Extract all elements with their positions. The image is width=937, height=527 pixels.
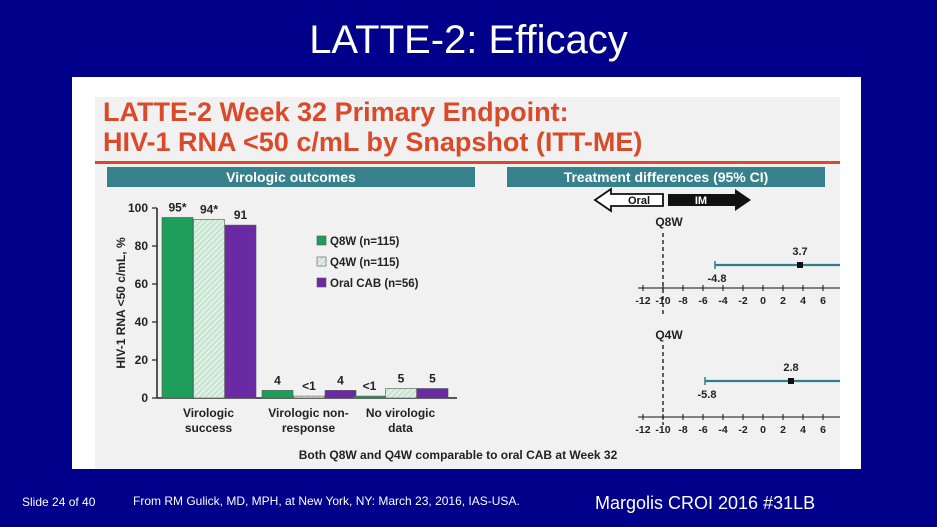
oral-direction-arrow [593, 187, 664, 213]
bottom-note: Both Q8W and Q4W comparable to oral CAB … [299, 448, 618, 462]
bar [385, 388, 417, 399]
q8w-x-tick-label: 0 [760, 295, 766, 307]
bar [353, 395, 386, 399]
bar-value-label: 5 [429, 372, 436, 386]
bar [224, 224, 257, 399]
bar [193, 219, 225, 399]
q8w-x-tick-label: -10 [655, 295, 670, 307]
legend-swatch [316, 277, 327, 288]
legend-label: Oral CAB (n=56) [330, 278, 419, 290]
bar-y-tick-label: 80 [135, 239, 149, 253]
q8w-x-tick-label: -12 [635, 295, 650, 307]
im-direction-arrow [668, 189, 751, 211]
bar-value-label: 94* [200, 202, 218, 216]
bar-value-label: <1 [363, 379, 377, 393]
q4w-x-tick-label: -4 [718, 424, 727, 436]
panel-title-line1: LATTE-2 Week 32 Primary Endpoint: [103, 97, 569, 127]
bar-y-tick-label: 100 [128, 201, 148, 215]
q8w-ci-low-label: -4.8 [708, 273, 727, 285]
bar-category-label: Virologic non- [268, 406, 348, 420]
bar [416, 388, 449, 399]
bar-category-label: No virologic [366, 406, 436, 420]
figure-inner: LATTE-2 Week 32 Primary Endpoint: HIV-1 … [95, 97, 840, 469]
bar-category-label: response [282, 421, 336, 435]
q8w-x-tick-label: 6 [820, 295, 826, 307]
im-direction-label: IM [695, 195, 707, 207]
q8w-point-estimate [797, 262, 803, 268]
bar-value-label: <1 [302, 379, 316, 393]
bar-y-tick-label: 20 [135, 353, 149, 367]
q4w-x-tick-label: -6 [698, 424, 707, 436]
bar-category-label: Virologic [183, 406, 234, 420]
q8w-x-tick-label: -2 [738, 295, 747, 307]
bar [324, 390, 357, 399]
q4w-x-tick-label: -2 [738, 424, 747, 436]
bar-y-axis-label: HIV-1 RNA <50 c/mL, % [114, 237, 128, 369]
citation: Margolis CROI 2016 #31LB [595, 493, 816, 513]
bar [261, 390, 294, 399]
bar [293, 395, 325, 399]
q8w-x-tick-label: -6 [698, 295, 707, 307]
q8w-x-tick-label: -4 [718, 295, 727, 307]
q8w-x-tick-label: 4 [800, 295, 806, 307]
q4w-x-tick-label: 4 [800, 424, 806, 436]
figure-panel: LATTE-2 Week 32 Primary Endpoint: HIV-1 … [72, 77, 861, 469]
q8w-x-tick-label: 2 [780, 295, 786, 307]
q4w-ci-low-label: -5.8 [698, 389, 717, 401]
legend-swatch [316, 256, 327, 267]
slide-number: Slide 24 of 40 [22, 495, 96, 509]
bar-y-tick-label: 40 [135, 315, 149, 329]
legend-swatch [316, 235, 327, 246]
slide-title: LATTE-2: Efficacy [309, 18, 628, 62]
q4w-x-tick-label: -12 [635, 424, 650, 436]
bar-y-tick-label: 60 [135, 277, 149, 291]
virologic-outcomes-band: Virologic outcomes [107, 167, 475, 187]
q8w-panel-label: Q8W [655, 215, 683, 229]
bar-category-label: data [388, 421, 413, 435]
title-underline [95, 161, 840, 164]
legend-label: Q8W (n=115) [330, 236, 400, 248]
q4w-x-tick-label: -10 [655, 424, 670, 436]
q4w-x-tick-label: 6 [820, 424, 826, 436]
q4w-x-tick-label: 2 [780, 424, 786, 436]
q4w-estimate-label: 2.8 [783, 362, 798, 374]
bar [161, 217, 194, 399]
q4w-point-estimate [788, 378, 794, 384]
bar-value-label: 4 [274, 373, 281, 387]
bar-category-label: success [185, 421, 233, 435]
q4w-panel-label: Q4W [655, 328, 683, 342]
q8w-estimate-label: 3.7 [792, 246, 807, 258]
bar-value-label: 91 [234, 208, 248, 222]
q4w-x-tick-label: 0 [760, 424, 766, 436]
bar-value-label: 4 [337, 373, 344, 387]
panel-title-line2: HIV-1 RNA <50 c/mL by Snapshot (ITT-ME) [103, 127, 643, 157]
q8w-x-tick-label: -8 [678, 295, 687, 307]
q4w-x-tick-label: -8 [678, 424, 687, 436]
bar-value-label: 5 [398, 372, 405, 386]
source-credit: From RM Gulick, MD, MPH, at New York, NY… [133, 494, 520, 508]
treatment-differences-band: Treatment differences (95% CI) [507, 167, 825, 187]
bar-y-tick-label: 0 [141, 391, 148, 405]
bar-value-label: 95* [168, 201, 186, 215]
legend-label: Q4W (n=115) [330, 257, 400, 269]
oral-direction-label: Oral [628, 195, 650, 207]
